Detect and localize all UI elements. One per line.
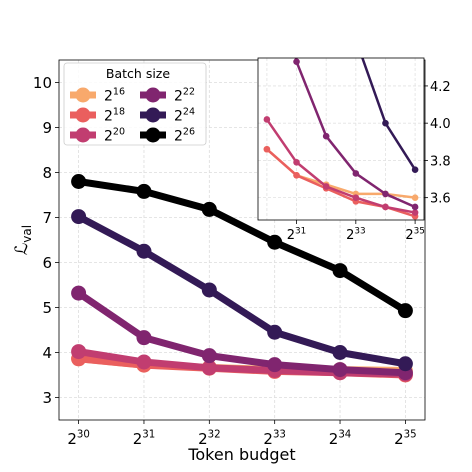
main-y-tick-label: 7	[42, 209, 52, 227]
legend-marker-24	[145, 107, 161, 123]
legend-marker-16	[75, 87, 91, 103]
main-x-tick-label: 234	[329, 430, 352, 448]
series-point-24	[201, 282, 217, 298]
inset-y-ticks: 3.6 3.8 4.0 4.2	[424, 80, 451, 207]
inset-series-line-22	[294, 58, 416, 209]
legend-marker-20	[75, 127, 91, 143]
inset-y-tick-label: 3.8	[430, 154, 451, 169]
series-point-20	[71, 344, 87, 360]
legend-box	[63, 62, 207, 146]
inset-series-point-18	[293, 172, 300, 179]
legend-marker-18	[75, 107, 91, 123]
inset-series-point-22	[352, 170, 360, 177]
legend-items: 216 218 220 222 224 226	[70, 87, 195, 145]
legend-label-16: 216	[104, 87, 125, 105]
series-point-24	[136, 243, 152, 259]
series-point-22	[267, 357, 283, 373]
main-x-tick-label: 231	[133, 430, 156, 448]
inset-series-point-20	[352, 194, 360, 201]
series-line-26	[75, 178, 409, 315]
series-point-22	[71, 285, 87, 301]
legend-marker-22	[145, 87, 161, 103]
series-point-22	[332, 362, 348, 378]
inset-frame	[257, 57, 425, 221]
main-x-ticks: 230 231 232 233 234 235	[67, 420, 417, 448]
legend-label-20: 220	[104, 127, 125, 145]
y-axis-label: ℒval	[12, 225, 34, 255]
inset-series-point-20	[322, 183, 330, 190]
inset-series-point-20	[411, 209, 419, 216]
inset-x-ticks: 231 233 235	[287, 220, 425, 243]
series-point-26	[201, 201, 217, 217]
inset-x-tick-label: 235	[405, 227, 425, 243]
series-point-26	[71, 174, 87, 189]
series-line-24	[75, 213, 409, 368]
main-y-tick-label: 8	[42, 164, 52, 182]
inset-y-tick-label: 3.6	[430, 192, 451, 207]
inset-series-group	[263, 58, 419, 220]
main-x-tick-label: 233	[263, 430, 286, 448]
inset-series-line-24	[361, 58, 417, 171]
inset-x-tick-label: 231	[287, 227, 307, 243]
legend-label-18: 218	[104, 107, 125, 125]
inset-series-point-22	[293, 58, 300, 66]
series-point-26	[136, 183, 152, 199]
main-y-tick-label: 5	[42, 299, 52, 317]
main-y-tick-label: 9	[42, 119, 52, 137]
main-y-tick-label: 4	[42, 344, 52, 362]
series-point-26	[332, 263, 348, 279]
y-axis-label-sub: val	[20, 225, 34, 243]
series-point-26	[397, 303, 413, 319]
series-point-26	[267, 234, 283, 250]
y-axis-label-base: ℒ	[12, 243, 32, 255]
inset-series-point-24	[411, 166, 419, 174]
inset-plot-area	[263, 58, 419, 220]
inset-series-point-18	[263, 145, 271, 153]
series-point-22	[136, 330, 152, 346]
inset-y-tick-label: 4.0	[430, 117, 451, 132]
legend-marker-26	[145, 127, 161, 143]
main-plot-frame	[58, 59, 426, 421]
series-point-22	[201, 348, 217, 364]
main-y-tick-label: 3	[42, 389, 52, 407]
series-line-22	[75, 289, 409, 377]
inset-series-point-20	[382, 203, 389, 211]
series-point-24	[397, 356, 413, 372]
inset-series-point-20	[293, 158, 300, 166]
inset-x-tick-label: 233	[346, 227, 366, 243]
main-y-ticks: 3 4 5 6 7 8 9 10	[33, 74, 59, 407]
main-y-tick-label: 6	[42, 254, 52, 272]
inset-series-point-22	[322, 132, 330, 140]
inset-series-point-16	[411, 194, 419, 201]
series-point-20	[136, 354, 152, 370]
main-x-tick-label: 232	[198, 430, 221, 448]
main-y-tick-label: 10	[33, 74, 52, 92]
legend-label-22: 222	[174, 87, 195, 105]
inset-series-point-24	[382, 119, 389, 127]
series-point-20	[201, 360, 217, 376]
inset-series-point-22	[411, 203, 419, 211]
inset-series-line-20	[265, 118, 416, 214]
inset-y-tick-label: 4.2	[430, 80, 451, 95]
series-point-24	[332, 345, 348, 360]
series-point-24	[71, 209, 87, 225]
main-x-tick-label: 230	[67, 430, 90, 448]
main-x-tick-label: 235	[394, 430, 417, 448]
inset-series-point-20	[263, 116, 271, 123]
x-axis-label: Token budget	[187, 445, 295, 464]
legend-label-24: 224	[174, 107, 195, 125]
legend: Batch size 216 218 220 222 224 226	[63, 62, 207, 146]
main-series-group	[71, 174, 413, 383]
legend-label-26: 226	[174, 127, 195, 145]
series-point-24	[267, 324, 283, 340]
legend-title: Batch size	[106, 66, 170, 81]
inset-series-point-22	[382, 190, 389, 198]
